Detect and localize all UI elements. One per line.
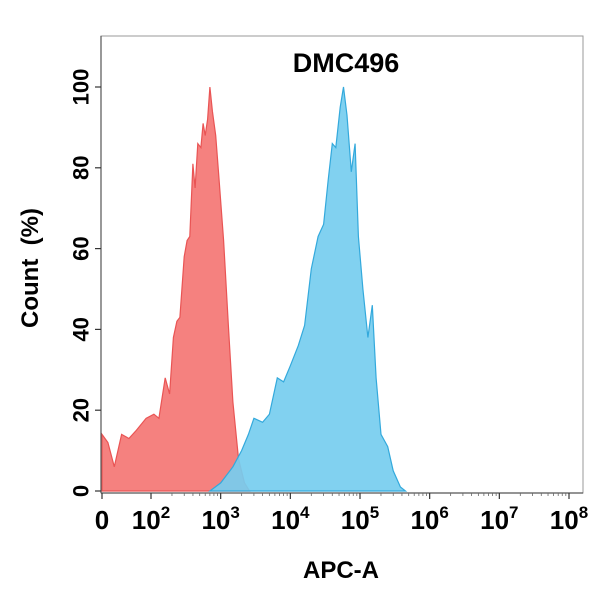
histogram-series-1: [101, 86, 251, 492]
y-tick-label: 60: [69, 236, 94, 260]
axes: 0 20 40 60 80 100 0 102 103 104 105 106 107 108: [69, 35, 588, 535]
plot-area: [101, 86, 408, 492]
y-axis-label: Count (%): [17, 208, 44, 328]
x-tick-label: 104: [271, 503, 310, 535]
x-tick-label: 102: [132, 503, 170, 535]
x-axis-label: APC-A: [303, 557, 379, 584]
y-tick-label: 80: [69, 156, 94, 180]
chart-title: DMC496: [293, 48, 400, 78]
y-tick-label: 100: [69, 69, 94, 106]
x-tick-label: 105: [341, 503, 379, 535]
y-tick-label: 0: [69, 485, 94, 497]
x-tick-label: 0: [95, 505, 109, 535]
histogram-series-2: [208, 86, 408, 492]
y-tick-label: 40: [69, 317, 94, 341]
x-tick-label: 103: [201, 503, 239, 535]
x-tick-label: 106: [410, 503, 448, 535]
x-tick-label: 108: [550, 503, 588, 535]
y-tick-label: 20: [69, 398, 94, 422]
x-tick-label: 107: [480, 503, 518, 535]
